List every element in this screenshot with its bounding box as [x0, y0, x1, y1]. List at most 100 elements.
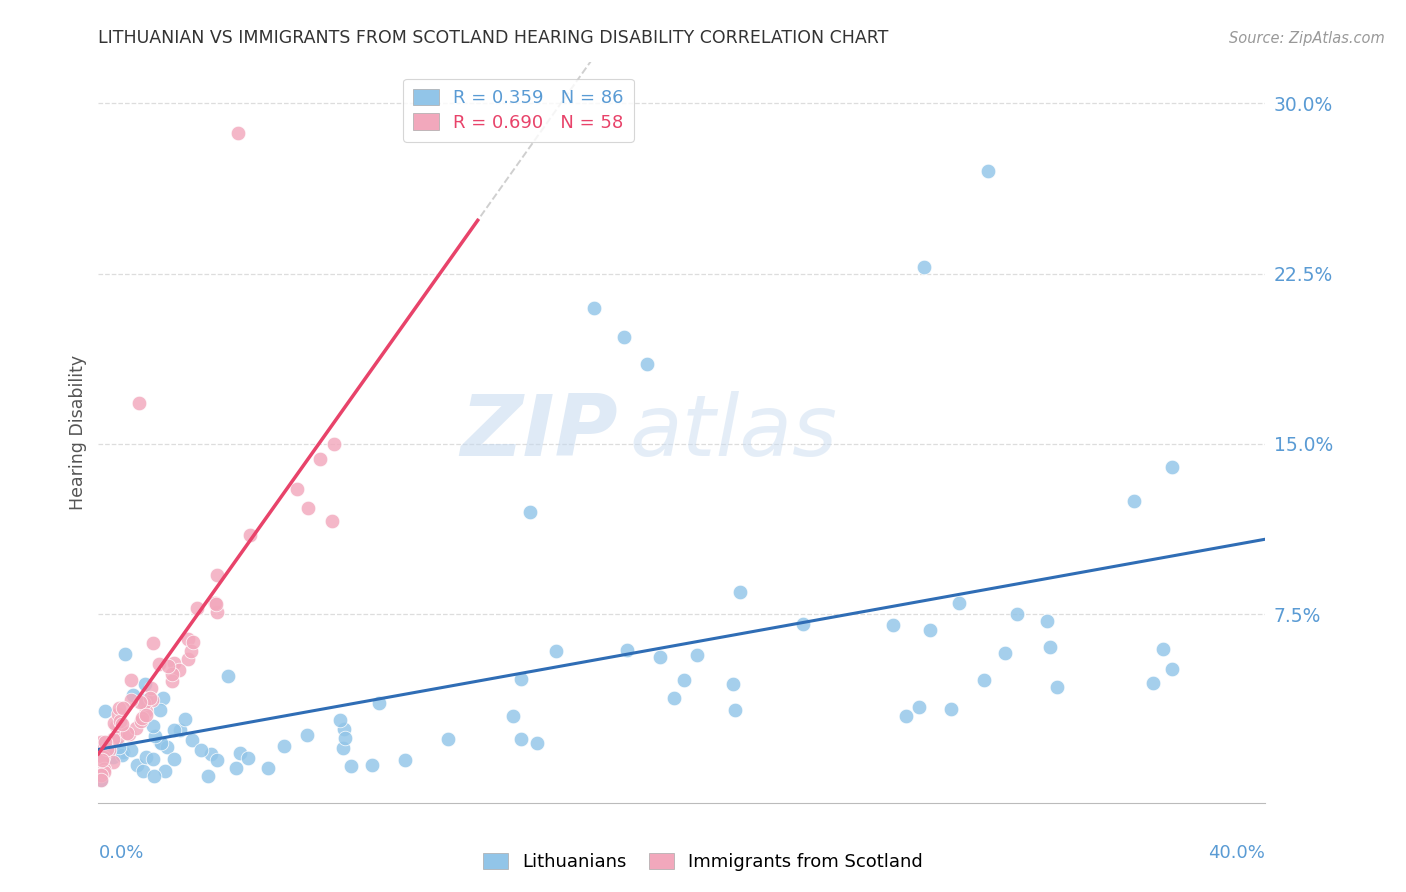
- Point: [177, 632, 200, 646]
- Point: [205, 598, 228, 612]
- Text: 40.0%: 40.0%: [1209, 844, 1265, 862]
- Point: [205, 567, 228, 582]
- Point: [120, 743, 142, 757]
- Point: [94, 704, 117, 718]
- Point: [368, 696, 391, 710]
- Point: [93, 762, 115, 776]
- Point: [437, 731, 460, 746]
- Point: [882, 618, 904, 632]
- Point: [107, 739, 129, 754]
- Point: [139, 691, 162, 706]
- Point: [128, 396, 150, 410]
- Point: [90, 773, 112, 788]
- Point: [205, 753, 228, 767]
- Point: [160, 673, 183, 688]
- Point: [973, 673, 995, 687]
- Point: [101, 749, 124, 764]
- Point: [103, 756, 125, 770]
- Point: [519, 505, 541, 519]
- Point: [149, 703, 172, 717]
- Point: [724, 703, 747, 717]
- Point: [394, 753, 416, 767]
- Point: [98, 743, 121, 757]
- Point: [648, 649, 671, 664]
- Point: [225, 760, 247, 774]
- Point: [118, 727, 141, 741]
- Point: [340, 759, 363, 773]
- Point: [143, 769, 166, 783]
- Point: [1142, 675, 1164, 690]
- Point: [239, 528, 262, 542]
- Point: [510, 732, 533, 747]
- Point: [180, 644, 202, 658]
- Point: [912, 260, 935, 274]
- Point: [204, 596, 226, 610]
- Point: [1161, 662, 1184, 676]
- Point: [285, 483, 308, 497]
- Point: [1035, 614, 1057, 628]
- Point: [174, 712, 197, 726]
- Point: [105, 719, 128, 733]
- Point: [1123, 493, 1146, 508]
- Point: [295, 728, 318, 742]
- Point: [994, 646, 1017, 660]
- Point: [894, 709, 917, 723]
- Point: [115, 725, 138, 739]
- Point: [148, 657, 170, 672]
- Point: [132, 764, 155, 778]
- Point: [93, 765, 115, 780]
- Point: [322, 437, 344, 451]
- Point: [190, 742, 212, 756]
- Point: [169, 723, 191, 737]
- Point: [143, 729, 166, 743]
- Point: [150, 736, 173, 750]
- Point: [333, 723, 356, 737]
- Point: [141, 693, 163, 707]
- Point: [142, 719, 165, 733]
- Point: [142, 752, 165, 766]
- Point: [94, 734, 117, 748]
- Point: [664, 690, 686, 705]
- Point: [510, 672, 533, 686]
- Point: [256, 761, 278, 775]
- Point: [686, 648, 709, 663]
- Point: [186, 600, 208, 615]
- Point: [273, 739, 295, 753]
- Point: [152, 691, 174, 706]
- Point: [111, 701, 134, 715]
- Y-axis label: Hearing Disability: Hearing Disability: [69, 355, 87, 510]
- Point: [90, 753, 112, 767]
- Point: [156, 659, 179, 673]
- Point: [308, 451, 330, 466]
- Point: [228, 126, 250, 140]
- Point: [122, 689, 145, 703]
- Point: [107, 706, 129, 721]
- Point: [131, 711, 153, 725]
- Point: [149, 735, 172, 749]
- Point: [544, 644, 567, 658]
- Point: [125, 722, 148, 736]
- Text: 0.0%: 0.0%: [98, 844, 143, 862]
- Point: [135, 708, 157, 723]
- Point: [156, 740, 179, 755]
- Point: [107, 731, 129, 745]
- Point: [132, 696, 155, 710]
- Point: [167, 663, 190, 677]
- Point: [111, 717, 134, 731]
- Point: [1039, 640, 1062, 655]
- Point: [103, 715, 125, 730]
- Point: [139, 681, 162, 696]
- Point: [160, 666, 183, 681]
- Point: [918, 624, 941, 638]
- Point: [134, 677, 156, 691]
- Point: [142, 636, 165, 650]
- Legend: R = 0.359   N = 86, R = 0.690   N = 58: R = 0.359 N = 86, R = 0.690 N = 58: [404, 78, 634, 142]
- Point: [111, 748, 134, 763]
- Point: [108, 700, 131, 714]
- Point: [329, 713, 352, 727]
- Point: [181, 635, 204, 649]
- Legend: Lithuanians, Immigrants from Scotland: Lithuanians, Immigrants from Scotland: [475, 846, 931, 879]
- Point: [939, 702, 962, 716]
- Point: [108, 714, 131, 728]
- Text: atlas: atlas: [630, 391, 838, 475]
